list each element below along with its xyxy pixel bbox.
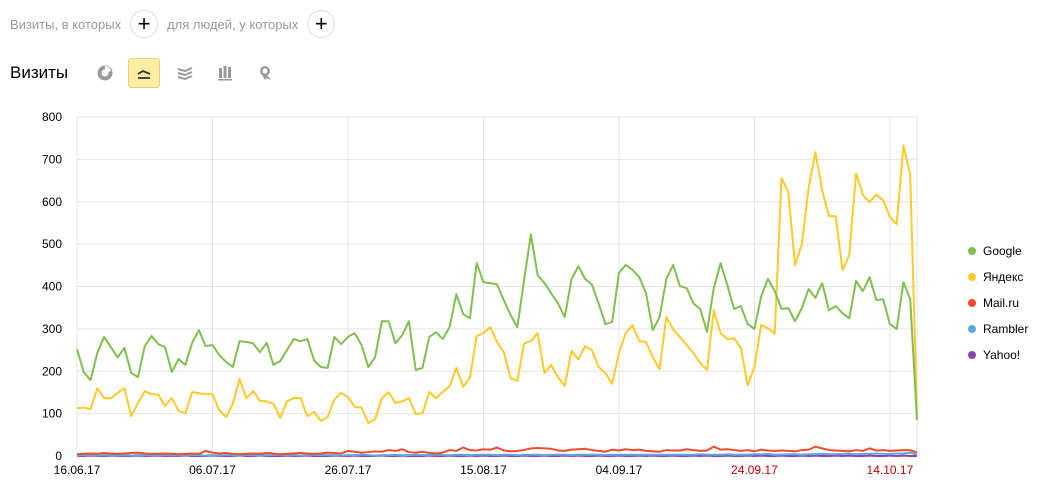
people-condition-label: для людей, у которых: [167, 16, 299, 32]
y-tick-label: 0: [55, 449, 62, 463]
legend-item[interactable]: Google: [968, 238, 1028, 264]
line-chart-icon: [137, 69, 151, 79]
stacked-area-icon: [177, 67, 193, 81]
legend-dot-icon: [968, 247, 976, 255]
visits-condition-label: Визиты, в которых: [10, 16, 122, 32]
legend-label: Rambler: [983, 322, 1029, 336]
legend-item[interactable]: Yahoo!: [968, 342, 1028, 368]
pie-chart-button[interactable]: [89, 58, 121, 88]
y-tick-label: 400: [42, 280, 62, 294]
series-line-google: [76, 233, 918, 421]
x-tick-label: 14.10.17: [867, 463, 914, 477]
bar-chart-icon: [218, 66, 232, 81]
chart-title: Визиты: [10, 63, 69, 82]
legend-dot-icon: [968, 273, 976, 281]
legend-item[interactable]: Яндекс: [968, 264, 1028, 290]
pie-chart-icon: [97, 65, 113, 81]
legend: Google Яндекс Mail.ru Rambler Yahoo!: [968, 238, 1028, 368]
legend-item[interactable]: Mail.ru: [968, 290, 1028, 316]
x-tick-label: 16.06.17: [54, 463, 101, 477]
line-chart-button[interactable]: [128, 58, 160, 88]
legend-dot-icon: [968, 299, 976, 307]
legend-item[interactable]: Rambler: [968, 316, 1028, 342]
legend-dot-icon: [968, 351, 976, 359]
plus-icon: +: [314, 11, 328, 36]
y-tick-label: 700: [42, 152, 62, 166]
bar-chart-button[interactable]: [209, 58, 241, 88]
x-tick-label: 15.08.17: [460, 463, 507, 477]
map-pin-icon: [259, 66, 271, 80]
y-tick-label: 600: [42, 195, 62, 209]
series-line-rambler: [76, 451, 918, 457]
add-people-condition-button[interactable]: +: [307, 10, 336, 38]
y-tick-label: 800: [42, 110, 62, 124]
x-tick-label: 24.09.17: [731, 463, 778, 477]
x-tick-label: 26.07.17: [325, 463, 372, 477]
legend-label: Mail.ru: [983, 296, 1020, 310]
stacked-area-button[interactable]: [169, 58, 201, 88]
series-line-mailru: [76, 445, 918, 456]
x-tick-label: 06.07.17: [189, 463, 236, 477]
y-tick-label: 300: [42, 322, 62, 336]
y-tick-label: 200: [42, 364, 62, 378]
add-visits-condition-button[interactable]: +: [130, 10, 159, 38]
map-button[interactable]: [249, 58, 281, 88]
legend-dot-icon: [968, 325, 976, 333]
legend-label: Yahoo!: [983, 348, 1021, 362]
segment-bar: Визиты, в которых + для людей, у которых…: [10, 10, 344, 38]
legend-label: Google: [983, 244, 1022, 258]
series-line-яндекс: [76, 144, 918, 424]
plus-icon: +: [137, 11, 151, 36]
x-tick-label: 04.09.17: [596, 463, 643, 477]
y-tick-label: 100: [42, 407, 62, 421]
y-tick-label: 500: [42, 237, 62, 251]
legend-label: Яндекс: [983, 270, 1024, 284]
